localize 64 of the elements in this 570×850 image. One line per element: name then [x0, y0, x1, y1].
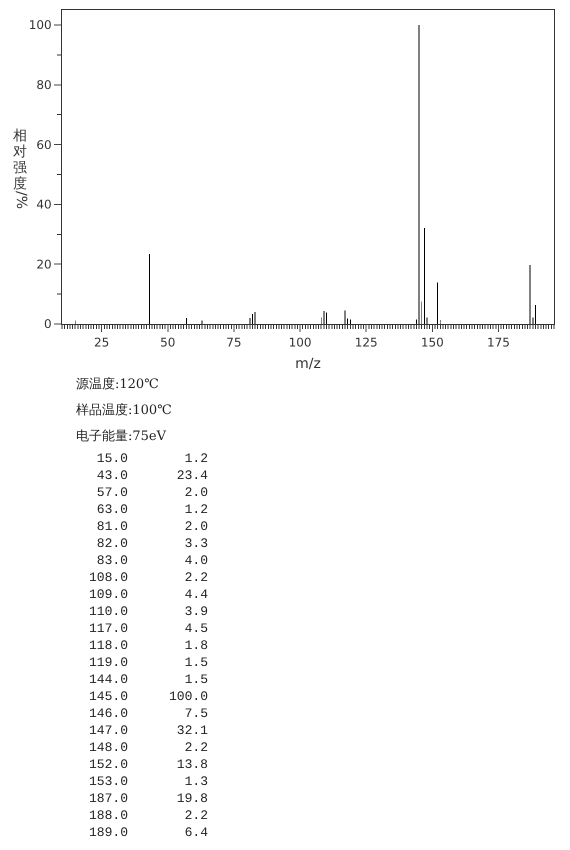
text: 188.0	[88, 807, 128, 824]
text: 100.0	[168, 688, 208, 705]
text: 样品温度:100℃	[76, 402, 173, 420]
x-axis-title: m/z	[295, 356, 321, 372]
text: 146.0	[88, 705, 128, 722]
x-tick-label: 50	[160, 335, 176, 350]
x-tick-label: 100	[288, 335, 312, 350]
text: 23.4	[176, 467, 208, 484]
text: 1.2	[184, 501, 208, 518]
x-tick-label: 175	[486, 335, 510, 350]
x-tick-label: 125	[354, 335, 378, 350]
text: 108.0	[88, 569, 128, 586]
text: 63.0	[96, 501, 128, 518]
text: 109.0	[88, 586, 128, 603]
y-tick-label: 80	[36, 78, 52, 92]
text: 15.0	[96, 450, 128, 467]
text: 153.0	[88, 773, 128, 790]
text: 1.8	[184, 637, 208, 654]
text: 6.4	[184, 824, 208, 841]
y-tick-label: 60	[36, 138, 52, 152]
text: 189.0	[88, 824, 128, 841]
text: 1.3	[184, 773, 208, 790]
text: 4.5	[184, 620, 208, 637]
text: 82.0	[96, 535, 128, 552]
text: 2.2	[184, 569, 208, 586]
text: 13.8	[176, 756, 208, 773]
y-tick-label: 100	[28, 18, 52, 32]
text: 源温度:120℃	[76, 376, 160, 394]
text: 119.0	[88, 654, 128, 671]
text: 1.2	[184, 450, 208, 467]
y-tick-label: 40	[36, 198, 52, 212]
x-tick-label: 75	[226, 335, 242, 350]
text: 110.0	[88, 603, 128, 620]
text: 19.8	[176, 790, 208, 807]
text: 117.0	[88, 620, 128, 637]
y-tick-label: 20	[36, 257, 52, 272]
text: 81.0	[96, 518, 128, 535]
text: 2.2	[184, 807, 208, 824]
text: 1.5	[184, 671, 208, 688]
text: 电子能量:75eV	[76, 428, 168, 446]
text: 1.5	[184, 654, 208, 671]
text: 2.0	[184, 518, 208, 535]
text: 2.0	[184, 484, 208, 501]
text: 152.0	[88, 756, 128, 773]
text: 57.0	[96, 484, 128, 501]
text: 148.0	[88, 739, 128, 756]
text: 3.9	[184, 603, 208, 620]
text: 7.5	[184, 705, 208, 722]
text: 83.0	[96, 552, 128, 569]
text: 32.1	[176, 722, 208, 739]
text: 4.0	[184, 552, 208, 569]
y-axis-title: 相对强度/%	[12, 128, 30, 210]
text: 118.0	[88, 637, 128, 654]
text: 3.3	[184, 535, 208, 552]
text: 147.0	[88, 722, 128, 739]
text: 187.0	[88, 790, 128, 807]
x-tick-label: 150	[420, 335, 444, 350]
x-tick-label: 25	[94, 335, 110, 350]
text: 4.4	[184, 586, 208, 603]
text: 144.0	[88, 671, 128, 688]
text: 2.2	[184, 739, 208, 756]
text: 43.0	[96, 467, 128, 484]
y-tick-label: 0	[44, 317, 52, 332]
text: 145.0	[88, 688, 128, 705]
